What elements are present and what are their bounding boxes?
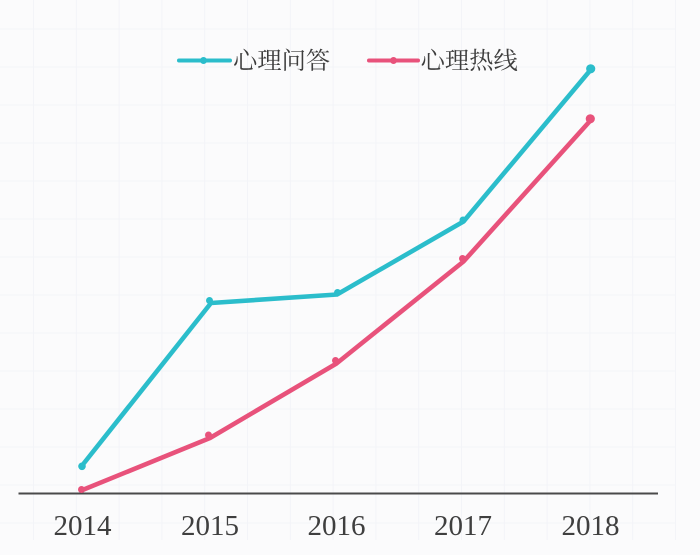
svg-text:2015: 2015 — [181, 510, 239, 542]
svg-text:2018: 2018 — [562, 510, 620, 542]
svg-text:2014: 2014 — [54, 510, 113, 542]
svg-text:2017: 2017 — [434, 510, 492, 542]
svg-text:2016: 2016 — [308, 510, 366, 542]
